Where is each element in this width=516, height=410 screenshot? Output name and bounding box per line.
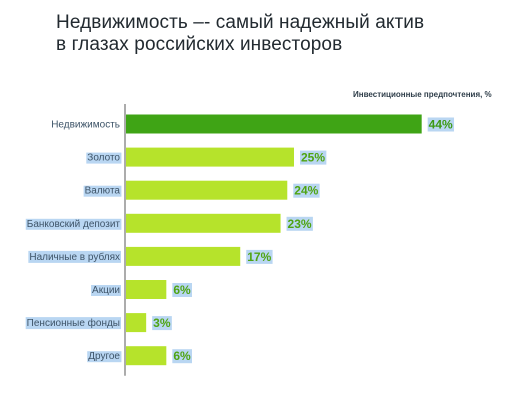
value-label-1: 44% [429,118,453,132]
label-highlight [246,249,273,264]
title-line-1: Недвижимость –- самый надежный актив [56,12,425,33]
label-highlight [25,218,122,230]
label-highlight [286,216,313,231]
bar-8 [126,346,167,366]
label-highlight [28,250,121,263]
label-highlight [83,185,122,197]
category-label-4: Банковский депозит [27,219,121,230]
bar-5 [126,246,241,266]
label-highlight [172,283,192,297]
bar-7 [126,313,147,333]
category-label-2: Золото [87,153,120,164]
value-label-7: 3% [153,316,171,330]
label-highlight-group [25,117,455,364]
label-highlight [86,152,122,164]
label-highlight [152,316,172,331]
value-label-5: 17% [247,250,271,264]
bar-3 [126,180,288,200]
value-label-8: 6% [173,349,191,363]
bar-1 [126,114,422,134]
label-highlight [25,317,121,330]
label-highlight [87,351,122,363]
bars-group [126,114,422,366]
chart-title: Недвижимость –- самый надежный актив в г… [56,12,486,56]
category-label-6: Акции [92,285,120,296]
chart-subtitle: Инвестиционные предпочтения, % [353,90,492,99]
bar-2 [126,147,294,167]
category-label-5: Наличные в рублях [29,251,120,263]
value-label-6: 6% [173,283,191,297]
label-highlight [300,150,327,165]
category-label-3: Валюта [85,186,121,197]
bar-4 [126,213,281,233]
category-label-7: Пенсионные фонды [27,317,120,329]
value-label-4: 23% [288,217,312,231]
bar-6 [126,280,167,299]
label-highlight [427,117,455,132]
labels-group: Недвижимость 44% Золото 25% Валюта 24% Банковс… [27,118,453,364]
label-highlight [91,285,121,296]
label-highlight [172,349,192,364]
value-label-3: 24% [294,184,318,198]
title-line-2: в глазах российских инвесторов [56,34,343,55]
value-label-2: 25% [301,151,325,165]
category-label-1: Недвижимость [51,120,120,131]
label-highlight [293,183,320,198]
category-label-8: Другое [88,351,120,362]
